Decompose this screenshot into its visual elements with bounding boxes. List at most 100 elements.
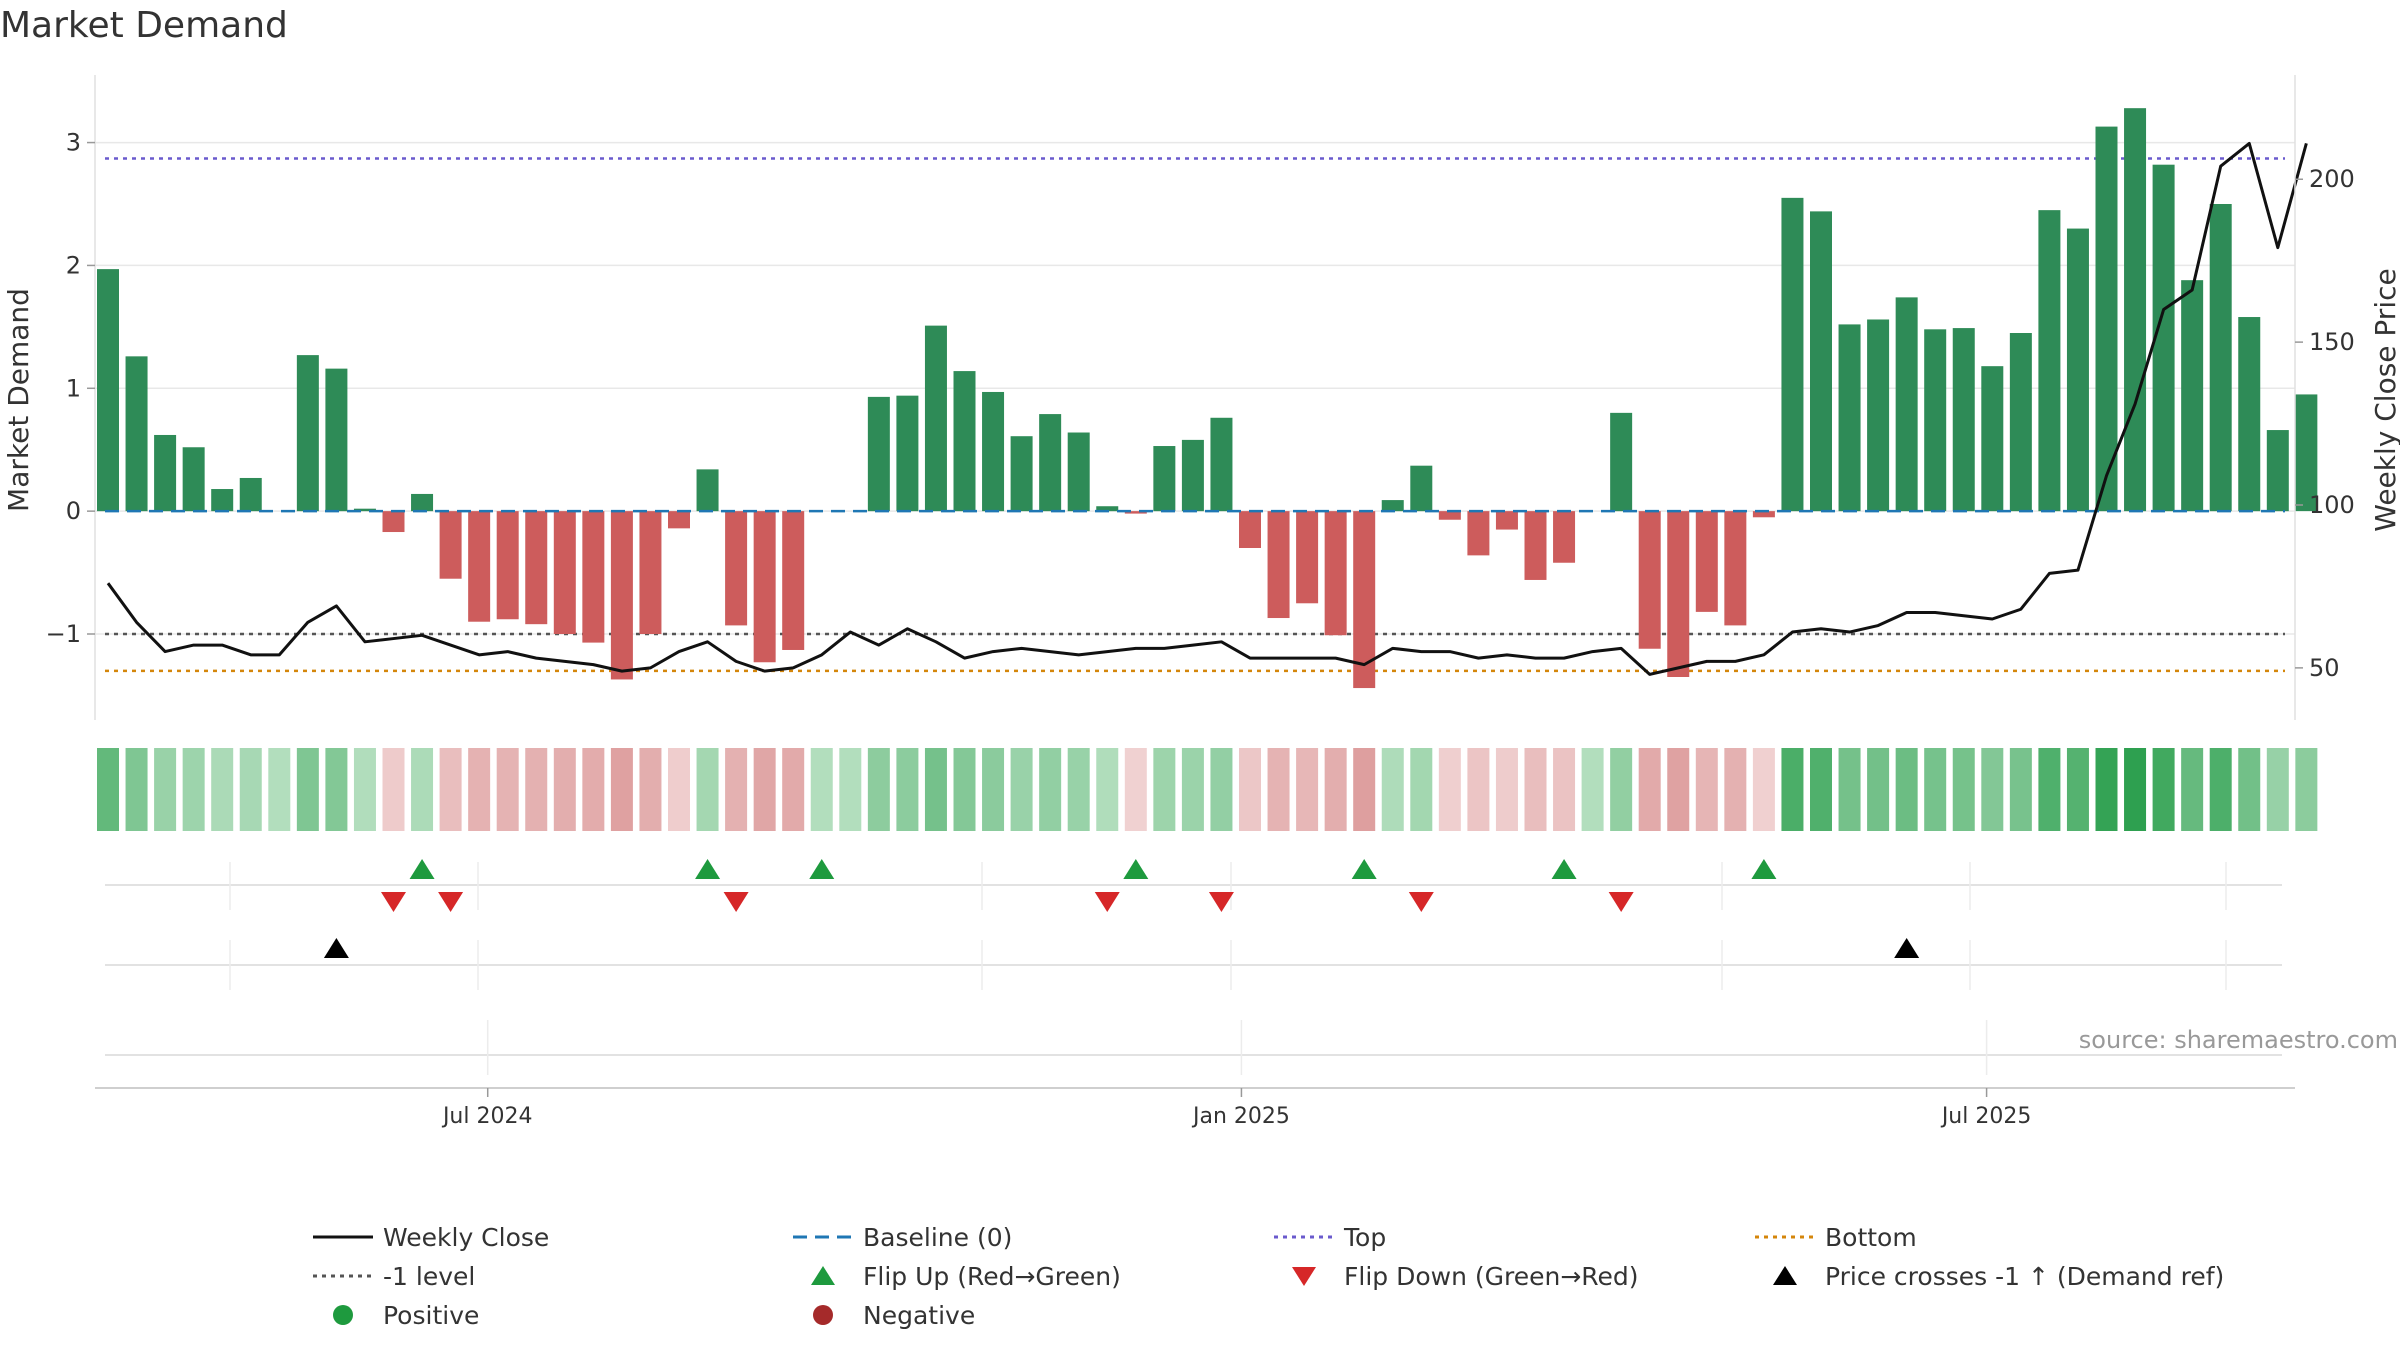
y-axis-title: Market Demand bbox=[2, 288, 35, 512]
demand-bar bbox=[639, 511, 662, 634]
demand-bar bbox=[1467, 511, 1490, 556]
flip-up-marker bbox=[809, 859, 835, 879]
demand-strip-cell bbox=[982, 748, 1005, 831]
demand-strip-cell bbox=[2266, 748, 2289, 831]
demand-bar bbox=[725, 511, 748, 626]
demand-strip-cell bbox=[525, 748, 548, 831]
y2-axis-title: Weekly Close Price bbox=[2369, 268, 2400, 531]
demand-bar bbox=[125, 356, 148, 512]
demand-strip-cell bbox=[753, 748, 776, 831]
demand-bar bbox=[1810, 211, 1832, 512]
demand-bar bbox=[1610, 412, 1633, 512]
demand-bar bbox=[296, 355, 319, 512]
demand-strip-cell bbox=[896, 748, 919, 831]
y-tick-label: 0 bbox=[66, 497, 81, 525]
demand-strip-cell bbox=[1638, 748, 1661, 831]
chart-title: Market Demand bbox=[0, 5, 288, 46]
demand-bar bbox=[1495, 511, 1518, 530]
flip-down-marker bbox=[1208, 892, 1234, 912]
demand-strip-cell bbox=[182, 748, 205, 831]
demand-bar bbox=[1524, 511, 1547, 580]
demand-bar bbox=[2152, 164, 2175, 512]
demand-bar bbox=[2238, 317, 2261, 512]
demand-strip-cell bbox=[268, 748, 291, 831]
demand-strip-cell bbox=[211, 748, 234, 831]
demand-strip-cell bbox=[1381, 748, 1404, 831]
demand-bar bbox=[1438, 511, 1461, 520]
legend-label: -1 level bbox=[383, 1262, 475, 1291]
demand-strip-cell bbox=[125, 748, 148, 831]
demand-bar bbox=[582, 511, 605, 643]
demand-strip-cell bbox=[1410, 748, 1433, 831]
demand-strip-cell bbox=[1810, 748, 1832, 831]
demand-bar bbox=[1781, 197, 1804, 512]
flip-down-marker bbox=[723, 892, 749, 912]
demand-bar bbox=[1638, 511, 1661, 649]
demand-bar bbox=[411, 493, 434, 512]
demand-bar bbox=[2009, 333, 2032, 512]
demand-bar bbox=[924, 325, 947, 512]
demand-bar bbox=[325, 368, 348, 512]
demand-bar bbox=[1010, 436, 1033, 512]
demand-strip-cell bbox=[468, 748, 491, 831]
demand-bar bbox=[610, 511, 633, 680]
demand-bar bbox=[1724, 511, 1747, 626]
demand-strip-cell bbox=[1667, 748, 1690, 831]
flip-down-marker bbox=[1408, 892, 1434, 912]
demand-strip-cell bbox=[810, 748, 833, 831]
y-tick-label: 1 bbox=[66, 374, 81, 402]
demand-strip-cell bbox=[353, 748, 376, 831]
demand-strip-cell bbox=[296, 748, 319, 831]
demand-strip-cell bbox=[1181, 748, 1204, 831]
reference-levels bbox=[105, 157, 2285, 673]
demand-strip-cell bbox=[839, 748, 862, 831]
flip-down-marker bbox=[1608, 892, 1634, 912]
demand-strip-cell bbox=[1353, 748, 1376, 831]
x-tick-label: Jul 2025 bbox=[1940, 1104, 2032, 1129]
demand-strip-cell bbox=[1553, 748, 1576, 831]
demand-strip-cell bbox=[2238, 748, 2261, 831]
demand-strip-cell bbox=[668, 748, 690, 831]
demand-bar bbox=[1410, 465, 1433, 512]
demand-heat-strip bbox=[97, 748, 2318, 831]
legend-label: Flip Down (Green→Red) bbox=[1344, 1262, 1639, 1291]
demand-strip-cell bbox=[867, 748, 890, 831]
demand-strip-cell bbox=[610, 748, 633, 831]
demand-strip-cell bbox=[2066, 748, 2089, 831]
demand-bar bbox=[1153, 446, 1176, 512]
y-tick-label: 3 bbox=[66, 129, 81, 157]
demand-strip-cell bbox=[1153, 748, 1176, 831]
demand-bar bbox=[1895, 297, 1918, 512]
demand-bar bbox=[2066, 228, 2089, 512]
demand-bar bbox=[2038, 210, 2061, 512]
demand-bar bbox=[468, 511, 491, 622]
demand-bar bbox=[1181, 439, 1204, 512]
demand-bar bbox=[867, 396, 890, 512]
y2-tick-label: 200 bbox=[2309, 165, 2355, 193]
demand-strip-cell bbox=[1096, 748, 1119, 831]
demand-strip-cell bbox=[97, 748, 119, 831]
demand-bar bbox=[696, 469, 719, 512]
demand-bar bbox=[1924, 329, 1947, 512]
demand-bar bbox=[439, 511, 462, 579]
demand-bar bbox=[1667, 511, 1690, 677]
legend-label: Top bbox=[1343, 1223, 1386, 1252]
flip-down-marker bbox=[1094, 892, 1120, 912]
demand-bar bbox=[1981, 366, 2004, 512]
demand-bar bbox=[239, 477, 262, 512]
demand-strip-cell bbox=[2038, 748, 2061, 831]
axes: −1 0 1 2 3 50 100 150 200 Market Demand Weekly Clo… bbox=[2, 75, 2400, 720]
demand-bar bbox=[1381, 500, 1404, 512]
demand-strip-cell bbox=[1867, 748, 1890, 831]
y-tick-label: −1 bbox=[46, 620, 81, 648]
demand-bar bbox=[2266, 430, 2289, 512]
x-axis: Jul 2024 Jan 2025 Jul 2025 bbox=[95, 1087, 2295, 1129]
demand-strip-cell bbox=[1924, 748, 1947, 831]
demand-strip-cell bbox=[2209, 748, 2232, 831]
flip-up-marker bbox=[1751, 859, 1777, 879]
demand-strip-cell bbox=[2152, 748, 2175, 831]
legend-label: Baseline (0) bbox=[863, 1223, 1012, 1252]
legend-swatch bbox=[1773, 1266, 1797, 1285]
demand-strip-cell bbox=[1895, 748, 1918, 831]
